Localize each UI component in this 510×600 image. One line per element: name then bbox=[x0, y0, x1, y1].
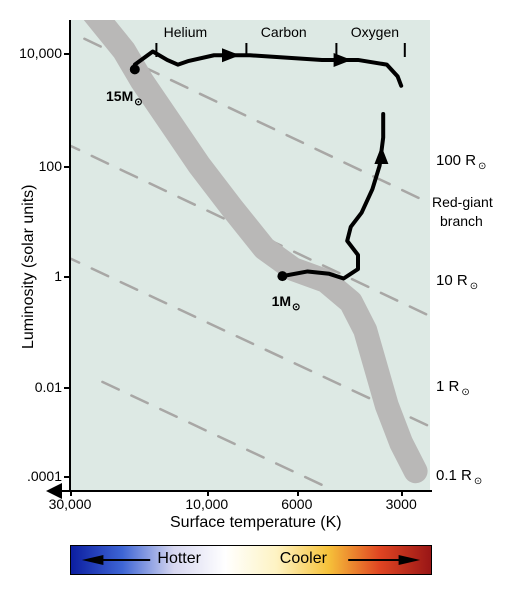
y-tick-label: .0001 bbox=[2, 468, 62, 484]
x-tick-label: 6000 bbox=[269, 496, 325, 512]
y-axis-line bbox=[69, 20, 71, 492]
label-red-giant-1: Red-giant bbox=[432, 194, 493, 210]
label-1m: 1M⊙ bbox=[272, 293, 301, 309]
figure-root: 10,00010010.01.0001 30,00010,00060003000… bbox=[0, 0, 510, 600]
radius-label: 1 R⊙ bbox=[436, 378, 470, 395]
radius-label: 10 R⊙ bbox=[436, 272, 478, 289]
x-axis-label: Surface temperature (K) bbox=[170, 514, 342, 532]
label-carbon: Carbon bbox=[261, 24, 307, 40]
radius-label: 100 R⊙ bbox=[436, 152, 486, 169]
label-oxygen: Oxygen bbox=[351, 24, 399, 40]
label-red-giant-2: branch bbox=[440, 213, 483, 229]
x-axis-line bbox=[60, 490, 432, 492]
y-tick-label: 100 bbox=[2, 158, 62, 174]
x-tick-label: 10,000 bbox=[179, 496, 235, 512]
temperature-bar: Hotter Cooler bbox=[70, 545, 432, 575]
label-15m: 15M⊙ bbox=[106, 88, 143, 104]
radius-label: 0.1 R⊙ bbox=[436, 467, 482, 484]
temperature-bar-arrows bbox=[71, 546, 431, 574]
label-helium: Helium bbox=[164, 24, 208, 40]
y-axis-label: Luminosity (solar units) bbox=[20, 185, 38, 350]
y-tick-label: 0.01 bbox=[2, 379, 62, 395]
y-tick-label: 10,000 bbox=[2, 45, 62, 61]
x-tick-label: 3000 bbox=[373, 496, 429, 512]
x-tick-label: 30,000 bbox=[42, 496, 98, 512]
